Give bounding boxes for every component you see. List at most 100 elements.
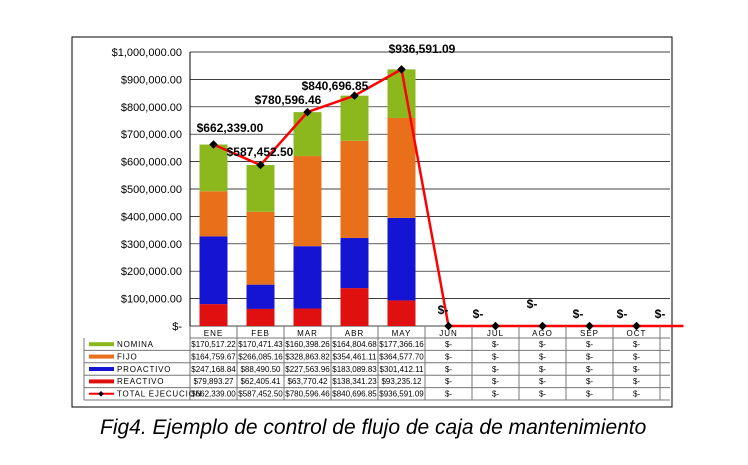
x-category-label: JUL	[487, 329, 504, 338]
table-cell: $227,563.96	[285, 365, 330, 374]
x-category-label: FEB	[251, 329, 270, 338]
table-cell: $662,339.00	[191, 390, 236, 399]
legend-key-proactivo	[89, 367, 114, 371]
table-cell: $587,452.50	[238, 390, 283, 399]
y-tick-label: $1,000,000.00	[112, 47, 182, 59]
legend-marker	[98, 390, 104, 397]
table-cell: $-	[539, 377, 546, 386]
table-cell: $301,412.11	[380, 365, 424, 374]
total-point-marker	[444, 321, 453, 331]
table-cell: $-	[586, 340, 593, 349]
table-cell: $-	[539, 352, 546, 361]
legend-label: PROACTIVO	[117, 365, 171, 374]
total-data-label: $587,452.50	[227, 145, 294, 159]
table-cell: $164,759.67	[191, 352, 236, 361]
total-data-label: $-	[527, 297, 538, 311]
table-cell: $177,366.16	[379, 340, 424, 349]
total-point-marker	[256, 160, 265, 170]
table-cell: $-	[539, 365, 546, 374]
bar-fijo	[293, 156, 322, 247]
bar-fijo	[387, 117, 416, 218]
table-cell: $93,235.12	[381, 377, 422, 386]
bar-reactivo	[387, 300, 416, 326]
total-data-label: $-	[617, 307, 628, 321]
bar-proactivo	[246, 284, 275, 309]
bar-fijo	[199, 191, 228, 237]
bar-reactivo	[293, 308, 322, 326]
table-cell: $-	[492, 377, 499, 386]
table-cell: $62,405.41	[240, 377, 281, 386]
bar-nomina	[199, 144, 228, 192]
x-category-label: MAY	[392, 329, 412, 338]
bar-nomina	[246, 165, 275, 212]
table-cell: $-	[445, 365, 452, 374]
y-tick-label: $500,000.00	[121, 184, 182, 196]
x-category-label: MAR	[297, 329, 318, 338]
bar-proactivo	[199, 236, 228, 305]
table-cell: $88,490.50	[240, 365, 281, 374]
table-cell: $-	[445, 377, 452, 386]
legend-key-reactivo	[89, 379, 114, 384]
table-cell: $266,085.16	[238, 352, 283, 361]
table-cell: $-	[586, 365, 593, 374]
table-cell: $-	[586, 390, 593, 399]
total-data-label: $780,596.46	[255, 93, 322, 107]
y-tick-label: $800,000.00	[121, 102, 182, 114]
table-cell: $-	[539, 340, 546, 349]
table-cell: $170,517.22	[191, 340, 236, 349]
y-tick-label: $400,000.00	[121, 211, 182, 223]
total-point-marker	[632, 321, 641, 331]
bar-nomina	[293, 112, 322, 157]
total-point-marker	[303, 107, 312, 117]
table-cell: $-	[633, 390, 640, 399]
table-cell: $-	[586, 377, 593, 386]
total-point-marker	[209, 140, 218, 149]
table-cell: $-	[633, 377, 640, 386]
total-data-label: $936,591.09	[389, 42, 456, 56]
x-category-label: ABR	[345, 329, 364, 338]
y-tick-label: $900,000.00	[121, 74, 182, 86]
bar-reactivo	[199, 304, 228, 326]
y-tick-label: $600,000.00	[121, 157, 182, 169]
table-cell: $-	[492, 390, 499, 399]
bar-proactivo	[340, 237, 369, 289]
table-cell: $840,696.85	[332, 390, 377, 399]
total-data-label: $662,339.00	[197, 121, 264, 135]
table-cell: $364,577.70	[379, 352, 424, 361]
total-point-marker	[397, 65, 406, 74]
y-tick-label: $100,000.00	[121, 294, 182, 306]
table-cell: $183,089.83	[332, 365, 377, 374]
legend-key-nomina	[89, 342, 114, 347]
x-category-label: AGO	[532, 329, 553, 338]
table-cell: $138,341.23	[332, 377, 377, 386]
x-category-label: ENE	[204, 329, 223, 338]
total-data-label: $-	[473, 307, 484, 321]
y-tick-label: $-	[172, 321, 182, 333]
y-tick-label: $300,000.00	[121, 239, 182, 251]
y-tick-label: $200,000.00	[121, 266, 182, 278]
table-cell: $-	[492, 340, 499, 349]
legend-label: NOMINA	[117, 340, 154, 349]
table-cell: $164,804.68	[332, 340, 377, 349]
table-cell: $-	[445, 352, 452, 361]
bar-proactivo	[293, 246, 322, 309]
legend-label: FIJO	[117, 352, 138, 361]
table-cell: $-	[492, 365, 499, 374]
table-cell: $170,471.43	[238, 340, 283, 349]
figure-caption: Fig4. Ejemplo de control de flujo de caj…	[100, 416, 647, 439]
legend-key-fijo	[89, 354, 114, 359]
table-cell: $354,461.11	[333, 352, 377, 361]
table-cell: $-	[586, 352, 593, 361]
legend-label: REACTIVO	[117, 377, 164, 386]
total-point-marker	[585, 321, 594, 331]
table-cell: $-	[633, 340, 640, 349]
total-data-label: $840,696.85	[302, 79, 369, 93]
total-data-label: $-	[655, 307, 666, 321]
table-cell: $936,591.09	[379, 390, 424, 399]
y-tick-label: $700,000.00	[121, 129, 182, 141]
x-category-label: OCT	[627, 329, 647, 338]
bar-nomina	[340, 95, 369, 141]
bar-nomina	[387, 69, 416, 118]
total-point-marker	[538, 321, 547, 331]
